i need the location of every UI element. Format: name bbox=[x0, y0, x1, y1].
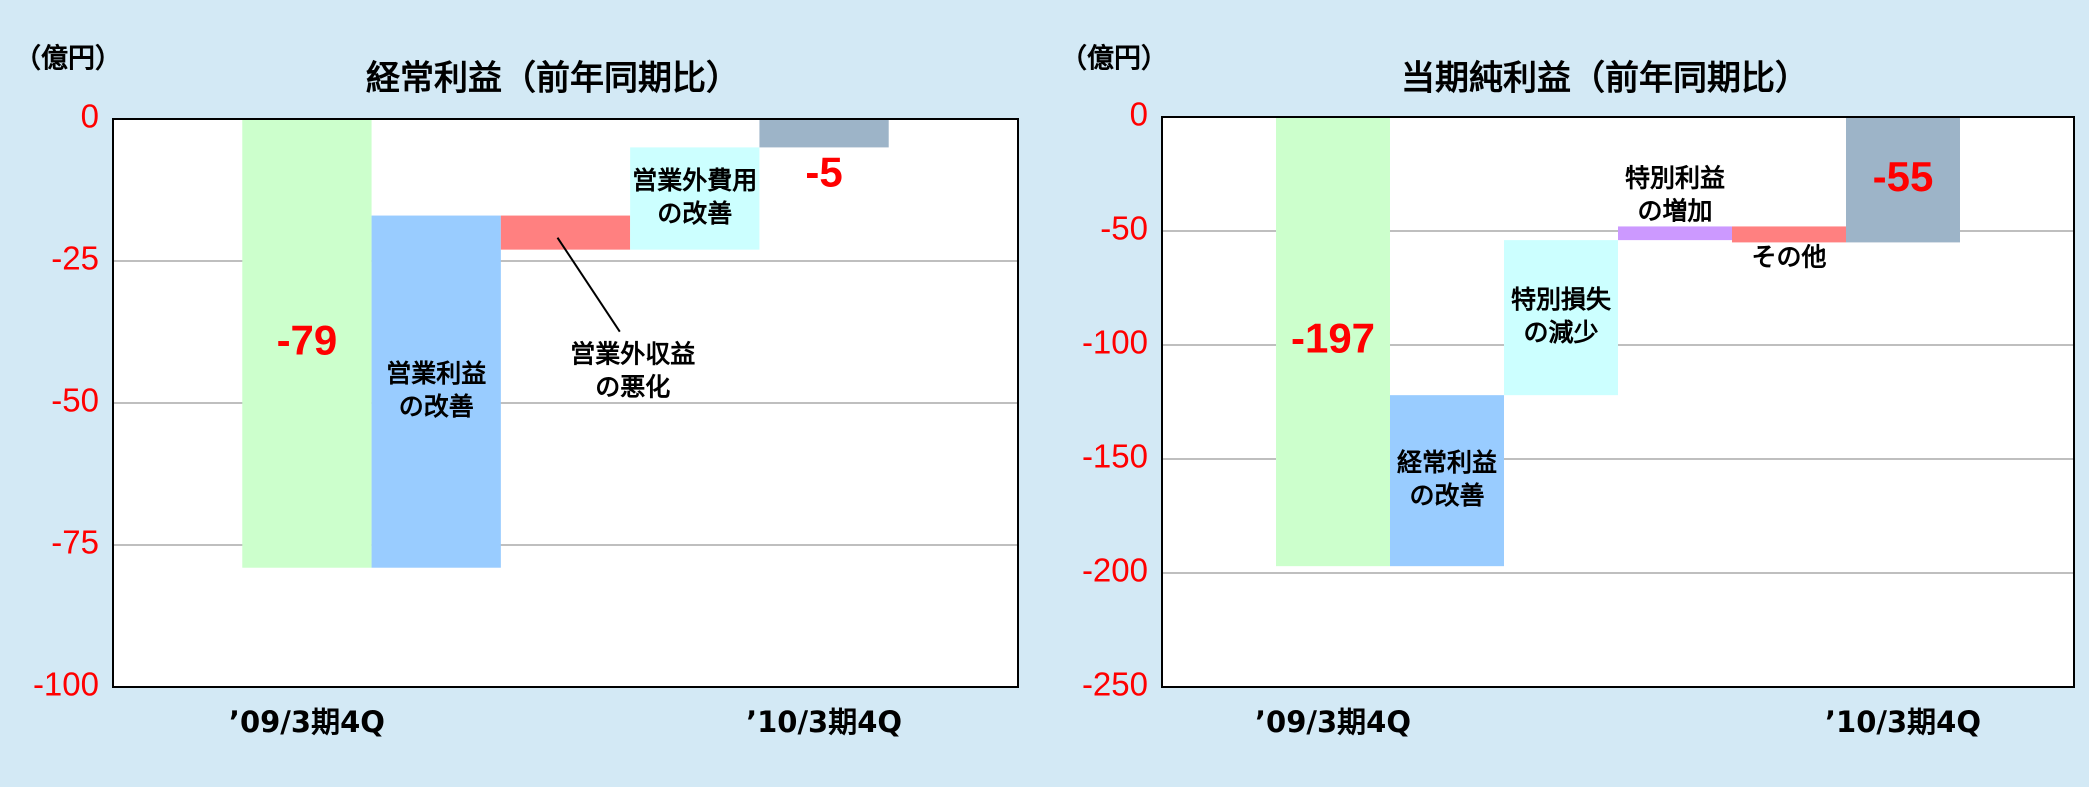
x-tick-label: ’09/3期4Q bbox=[229, 705, 385, 739]
bar bbox=[1618, 226, 1732, 241]
bar bbox=[242, 119, 372, 568]
y-tick-label: -25 bbox=[51, 240, 99, 277]
bar bbox=[1276, 117, 1390, 567]
bar bbox=[759, 119, 889, 148]
x-tick-label: ’09/3期4Q bbox=[1255, 705, 1411, 739]
x-tick-label: ’10/3期4Q bbox=[746, 705, 902, 739]
chart: 0 -25 -50 -75 -100 経常利益（前年同期比） （億円） ’09/3期4Q -79… bbox=[14, 44, 1019, 739]
y-tick-label: -200 bbox=[1082, 552, 1148, 589]
bar-annotation: 営業外収益 bbox=[570, 340, 695, 369]
bar-annotation: 特別損失 bbox=[1511, 285, 1612, 314]
chart-title: 経常利益（前年同期比） bbox=[366, 59, 740, 99]
bar-annotation: の改善 bbox=[1409, 481, 1484, 510]
y-tick-label: -150 bbox=[1082, 438, 1148, 475]
y-tick-label: -100 bbox=[33, 666, 99, 703]
bar-annotation: の改善 bbox=[657, 199, 732, 228]
y-tick-label: 0 bbox=[81, 98, 99, 135]
value-label: -55 bbox=[1873, 153, 1934, 200]
leader-line bbox=[556, 237, 621, 333]
y-tick-label: -100 bbox=[1082, 324, 1148, 361]
y-tick-label: -50 bbox=[51, 382, 99, 419]
bar-annotation: 経常利益 bbox=[1397, 448, 1497, 477]
plot-border bbox=[112, 118, 1019, 688]
bar-annotation: の悪化 bbox=[595, 373, 670, 402]
bar bbox=[371, 215, 501, 568]
bar-annotation: の減少 bbox=[1523, 318, 1598, 347]
value-label: -5 bbox=[805, 148, 842, 195]
y-tick-label: -250 bbox=[1082, 666, 1148, 703]
chart-title: 当期純利益（前年同期比） bbox=[1401, 59, 1809, 99]
plot-border bbox=[1161, 116, 2075, 688]
bar-annotation: の増加 bbox=[1637, 196, 1712, 225]
bar bbox=[500, 215, 631, 250]
x-tick-label: ’10/3期4Q bbox=[1825, 705, 1981, 739]
bar bbox=[1390, 395, 1504, 567]
bar-annotation: 営業外費用 bbox=[632, 166, 757, 195]
value-label: -79 bbox=[277, 316, 338, 363]
chart: 0 -50 -100 -150 -200 -250 当期純利益（前年同期比） （億円） ’09/… bbox=[1060, 44, 2075, 739]
y-tick-label: -50 bbox=[1100, 210, 1148, 247]
bar bbox=[630, 147, 760, 250]
bar-annotation: その他 bbox=[1751, 242, 1826, 271]
unit-label: （億円） bbox=[1060, 44, 1168, 75]
bar-annotation: 営業利益 bbox=[386, 359, 486, 388]
bar bbox=[1846, 117, 1960, 243]
y-tick-label: -75 bbox=[51, 524, 99, 561]
bar bbox=[1504, 240, 1618, 396]
y-tick-label: 0 bbox=[1130, 96, 1148, 133]
bar-annotation: の改善 bbox=[399, 392, 474, 421]
bar bbox=[1732, 226, 1846, 243]
value-label: -197 bbox=[1291, 315, 1375, 362]
bar-annotation: 特別利益 bbox=[1625, 163, 1725, 192]
unit-label: （億円） bbox=[14, 44, 122, 75]
